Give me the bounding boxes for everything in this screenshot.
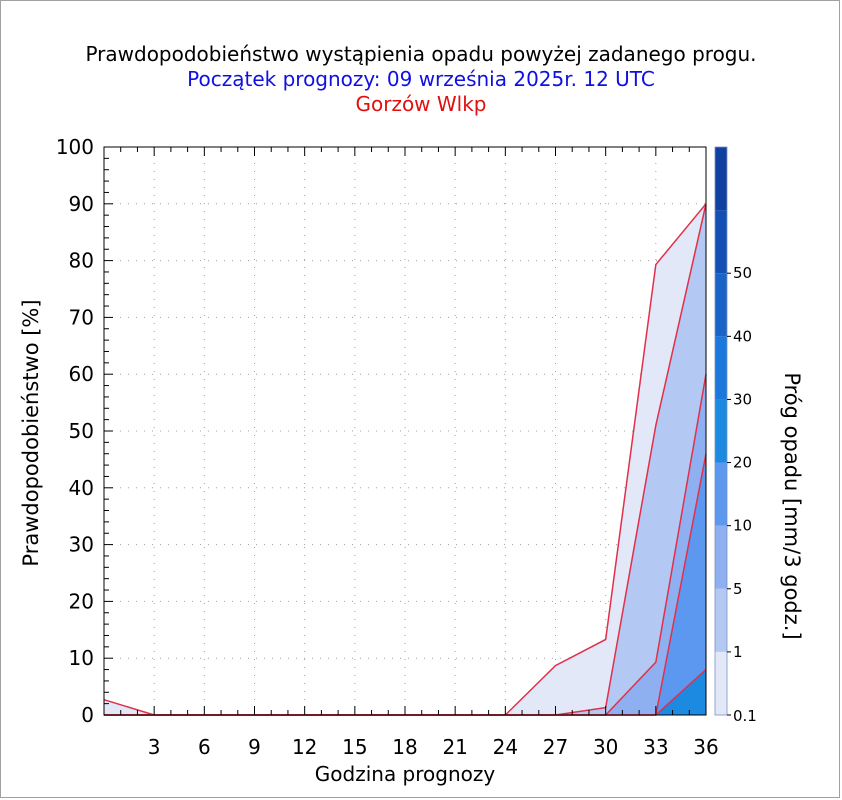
x-axis-label: Godzina prognozy	[315, 762, 496, 786]
x-tick-label: 24	[493, 735, 518, 759]
y-tick-label: 0	[81, 703, 94, 727]
y-tick-label: 100	[56, 135, 94, 159]
colorbar-tick-label: 1	[733, 643, 743, 661]
x-tick-label: 36	[693, 735, 718, 759]
x-tick-label: 6	[198, 735, 211, 759]
area-threshold-5	[104, 374, 706, 715]
colorbar-label: Próg opadu [mm/3 godz.]	[780, 372, 804, 639]
y-tick-label: 80	[69, 249, 94, 273]
x-tick-label: 3	[148, 735, 161, 759]
location-subtitle: Gorzów Wlkp	[355, 92, 487, 116]
colorbar-tick-label: 0.1	[733, 707, 757, 725]
colorbar-segment	[715, 462, 727, 526]
y-tick-label: 90	[69, 192, 94, 216]
colorbar-tick-label: 5	[733, 580, 743, 598]
y-tick-label: 30	[69, 533, 94, 557]
x-tick-label: 18	[392, 735, 417, 759]
colorbar-segment	[715, 210, 727, 274]
y-tick-label: 40	[69, 476, 94, 500]
x-tick-label: 21	[442, 735, 467, 759]
colorbar-segment	[715, 525, 727, 589]
colorbar-segment	[715, 336, 727, 400]
forecast-start-subtitle: Początek prognozy: 09 września 2025r. 12…	[187, 67, 655, 91]
area-threshold-1	[104, 203, 706, 716]
colorbar-segment	[715, 273, 727, 337]
plot-area	[104, 147, 706, 715]
colorbar-border	[714, 146, 728, 716]
colorbar-tick-label: 40	[733, 327, 752, 345]
colorbar-segment	[715, 147, 727, 211]
colorbar-segment	[715, 588, 727, 652]
colorbar-tick-label: 50	[733, 264, 752, 282]
y-axis-label: Prawdopodobieństwo [%]	[19, 299, 43, 566]
x-tick-label: 15	[342, 735, 367, 759]
x-tick-label: 27	[543, 735, 568, 759]
y-tick-label: 20	[69, 589, 94, 613]
x-tick-label: 33	[643, 735, 668, 759]
x-tick-label: 30	[593, 735, 618, 759]
colorbar-tick-label: 10	[733, 517, 752, 535]
y-tick-label: 50	[69, 419, 94, 443]
colorbar-segment	[715, 399, 727, 463]
y-tick-label: 70	[69, 305, 94, 329]
x-tick-label: 12	[292, 735, 317, 759]
chart-title: Prawdopodobieństwo wystąpienia opadu pow…	[85, 42, 757, 66]
colorbar-segment	[715, 651, 727, 715]
y-tick-label: 10	[69, 646, 94, 670]
colorbar-tick-label: 30	[733, 390, 752, 408]
y-tick-label: 60	[69, 362, 94, 386]
colorbar-tick-label: 20	[733, 454, 752, 472]
x-tick-label: 9	[248, 735, 261, 759]
